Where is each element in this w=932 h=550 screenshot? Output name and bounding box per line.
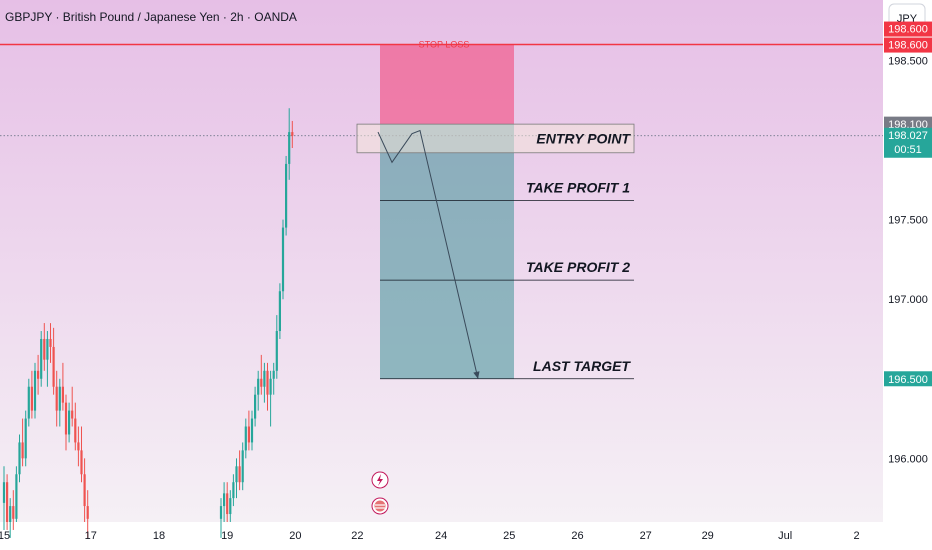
stop-loss-price-badge [884, 21, 932, 37]
stop-loss-line-price: 198.600 [888, 40, 928, 52]
time-tick-label: 2 [853, 530, 859, 542]
price-tick-label: 198.500 [888, 55, 928, 67]
candle-body [281, 227, 285, 292]
last-target-label: LAST TARGET [533, 358, 631, 374]
candle-body [18, 442, 21, 475]
price-tick-label: 196.000 [888, 453, 928, 465]
candle-body [229, 498, 232, 515]
candle-body [37, 370, 40, 379]
candle-body [43, 338, 46, 360]
price-tick-label: 197.500 [888, 215, 928, 227]
candle-body [278, 291, 281, 332]
candle-body [71, 410, 74, 419]
candle-body [238, 466, 241, 483]
time-axis[interactable]: 15 17 18 19 20 22 24 25 26 27 29 Jul 2 [0, 530, 860, 542]
last-target-price-badge [884, 371, 932, 387]
candle-body [83, 474, 86, 507]
event-icons[interactable] [371, 471, 389, 515]
candle-body [21, 442, 24, 459]
time-tick-label: 18 [153, 530, 165, 542]
candles [2, 108, 294, 538]
flag-icon [374, 500, 386, 512]
take-profit-1-label: TAKE PROFIT 1 [526, 180, 630, 196]
time-tick-label: Jul [778, 530, 792, 542]
candle-body [68, 410, 71, 435]
candle-body [254, 394, 257, 419]
price-axis[interactable]: 198.500 197.500 197.000 196.000 [888, 55, 928, 465]
candle-body [61, 386, 64, 403]
candle-body [235, 466, 238, 483]
candle-body [288, 132, 291, 164]
projected-path [377, 129, 479, 379]
candle-body [232, 482, 235, 499]
time-tick-label: 22 [351, 530, 363, 542]
entry-point-box [356, 123, 635, 154]
candle-body [250, 418, 254, 443]
candle-body [226, 493, 229, 515]
entry-point-label: ENTRY POINT [536, 130, 631, 146]
candle-body [33, 370, 37, 411]
bar-countdown: 00:51 [894, 144, 922, 156]
current-price-badge [884, 127, 932, 158]
stop-loss-price: 198.600 [888, 24, 928, 36]
candle-body [12, 506, 15, 519]
candle-body [285, 163, 288, 228]
time-tick-label: 27 [640, 530, 652, 542]
time-axis-background [0, 522, 932, 550]
price-badges: 198.600 198.600 198.100 198.027 00:51 19… [884, 21, 932, 387]
symbol-title[interactable]: GBPJPY · British Pound / Japanese Yen · … [5, 10, 297, 24]
candle-body [30, 386, 33, 411]
target-zone [380, 124, 514, 379]
candle-body [275, 331, 278, 371]
candle-body [241, 450, 244, 483]
candle-body [27, 386, 30, 419]
candle-body [291, 132, 294, 136]
candle-body [55, 386, 58, 411]
candle-body [223, 493, 226, 507]
candle-body [269, 378, 272, 395]
time-tick-label: 29 [702, 530, 714, 542]
candle-body [15, 474, 18, 519]
candle-body [6, 482, 9, 522]
stop-loss-line-badge [884, 37, 932, 53]
price-axis-background [883, 0, 932, 522]
candle-body [52, 346, 55, 387]
candle-body [49, 338, 52, 347]
candle-body [24, 418, 27, 459]
candle-body [80, 450, 83, 475]
candle-body [86, 506, 89, 519]
candle-body [2, 482, 6, 503]
time-tick-label: 19 [221, 530, 233, 542]
take-profit-2-label: TAKE PROFIT 2 [526, 259, 630, 275]
candle-body [260, 378, 263, 387]
time-tick-label: 20 [289, 530, 301, 542]
candle-body [40, 338, 43, 379]
candle-body [266, 370, 269, 395]
lightning-icon [377, 474, 383, 486]
stop-loss-zone [380, 44, 514, 125]
candle-body [272, 370, 275, 379]
current-price: 198.027 [888, 130, 928, 142]
time-tick-label: 26 [571, 530, 583, 542]
candle-body [244, 426, 247, 451]
time-tick-label: 17 [85, 530, 97, 542]
time-tick-label: 25 [503, 530, 515, 542]
candle-body [74, 418, 77, 443]
last-target-price: 196.500 [888, 374, 928, 386]
candle-body [64, 402, 68, 435]
candle-body [263, 370, 266, 387]
candle-body [247, 426, 250, 443]
candle-body [9, 506, 12, 522]
candle-body [219, 506, 223, 519]
candle-body [46, 338, 49, 360]
candle-body [58, 386, 61, 411]
projected-path-arrowhead [473, 371, 480, 379]
price-tick-label: 197.000 [888, 294, 928, 306]
candle-body [77, 442, 80, 451]
time-tick-label: 15 [0, 530, 10, 542]
time-tick-label: 24 [435, 530, 447, 542]
candle-body [257, 378, 260, 395]
